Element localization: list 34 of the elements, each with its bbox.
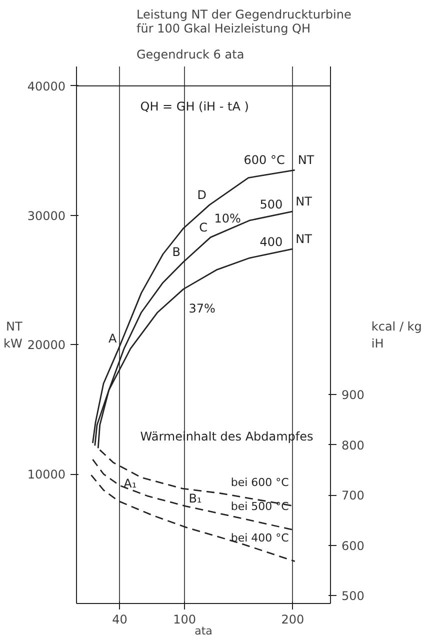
annotation: A [108, 332, 118, 346]
chart-title: Leistung NT der Gegendruckturbine für 100 Gkal Heizleistung QH [136, 8, 352, 36]
series-label: bei 400 °C [230, 531, 290, 544]
y2-tick-label: 800 [342, 438, 364, 452]
annotation: 37% [188, 302, 216, 316]
annotation: NT [298, 153, 315, 168]
y-tick-label: 10000 [27, 468, 66, 482]
series-label: 500 [260, 197, 283, 212]
x-axis-title: ata [194, 624, 212, 638]
series-label: 600 °C [244, 153, 285, 168]
annotation: A₁ [124, 476, 137, 490]
annotation: NT [296, 232, 313, 246]
x-tick-label: 100 [173, 612, 196, 626]
annotation: D [197, 188, 206, 202]
series-label: 400 [260, 234, 283, 249]
series-label: bei 500 °C [230, 500, 290, 514]
series-label: bei 600 °C [230, 476, 290, 490]
annotation: NT [296, 194, 313, 208]
x-tick-label: 200 [281, 612, 304, 626]
y-tick-label: 40000 [27, 79, 66, 94]
x-tick-label: 40 [112, 612, 128, 626]
y-tick-label: 30000 [27, 208, 66, 223]
y2-tick-label: 600 [342, 538, 364, 553]
annotation: B₁ [188, 492, 202, 506]
chart-subtitle: Gegendruck 6 ata [136, 48, 244, 62]
y2-axis-title: kcal / kg iH [371, 320, 422, 350]
annotation: 10% [214, 212, 241, 226]
y2-tick-label: 700 [342, 488, 364, 503]
annotation: B [172, 244, 181, 259]
y-axis-title: NT kW [4, 320, 23, 350]
y-tick-label: 20000 [27, 338, 66, 352]
y2-tick-label: 500 [342, 588, 364, 603]
y2-tick-label: 900 [342, 388, 364, 402]
annotation: C [199, 220, 208, 234]
